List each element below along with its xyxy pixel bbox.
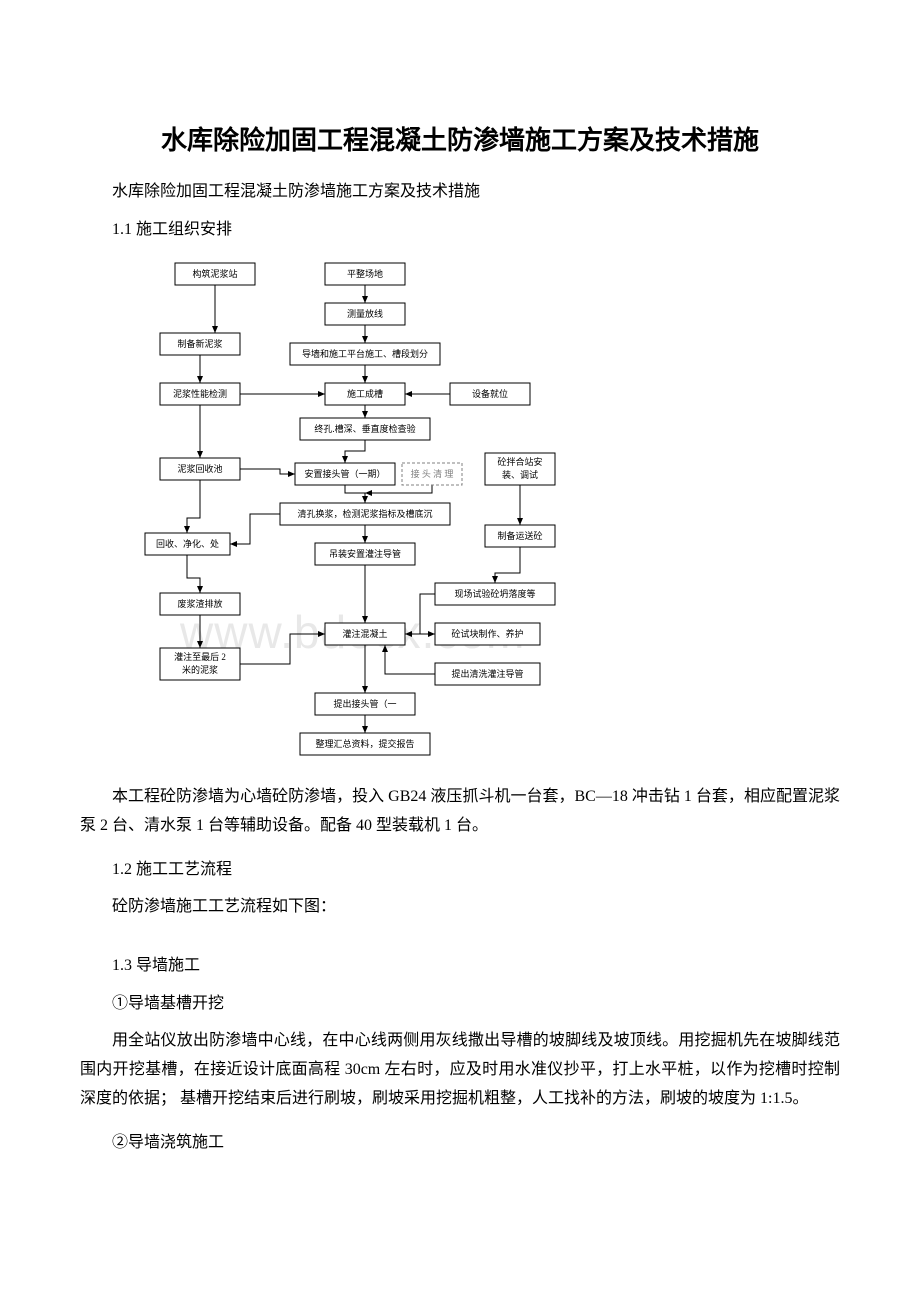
flow-node-label: 米的泥浆 [182, 664, 218, 675]
flow-edge [345, 440, 365, 463]
flow-node-label: 灌注混凝土 [342, 628, 387, 639]
flow-edge [187, 480, 200, 533]
flow-node-label: 清孔换浆，检测泥浆指标及槽底沉 [297, 508, 432, 519]
flow-node-label: 提出接头管（一 [333, 698, 396, 709]
flow-node-label: 测量放线 [347, 308, 383, 319]
flow-node-label: 废浆渣排放 [177, 598, 222, 609]
flow-node-label: 施工成槽 [347, 388, 383, 399]
flow-node-label: 平整场地 [347, 268, 383, 279]
flow-edge [365, 485, 432, 493]
flow-node-label: 现场试验砼坍落度等 [454, 588, 535, 599]
section-1-3-1: ①导墙基槽开挖 [80, 989, 840, 1013]
flow-node-label: 吊装安置灌注导管 [329, 548, 401, 559]
flow-node-label: 接 头 清 理 [411, 468, 454, 479]
section-1-1: 1.1 施工组织安排 [80, 215, 840, 239]
section-1-2: 1.2 施工工艺流程 [80, 855, 840, 879]
flow-node-label: 回收、净化、处 [156, 538, 219, 549]
flow-node-label: 装、调试 [502, 469, 538, 480]
flow-edge [187, 555, 200, 593]
section-1-3-2: ②导墙浇筑施工 [80, 1128, 840, 1152]
section-1-3: 1.3 导墙施工 [80, 951, 840, 975]
flow-node-label: 砼拌合站安 [497, 456, 542, 467]
flow-node-label: 泥浆性能检测 [173, 388, 227, 399]
document-subtitle: 水库除险加固工程混凝土防渗墙施工方案及技术措施 [80, 177, 840, 201]
section-1-2-desc: 砼防渗墙施工工艺流程如下图： [80, 893, 840, 922]
paragraph-2: 用全站仪放出防渗墙中心线，在中心线两侧用灰线撒出导槽的坡脚线及坡顶线。用挖掘机先… [80, 1027, 840, 1113]
flow-node-label: 灌注至最后 2 [174, 651, 226, 662]
flow-node-label: 安置接头管（一期） [304, 468, 385, 479]
flow-node-label: 砼试块制作、养护 [451, 628, 523, 639]
flow-node-label: 提出清洗灌注导管 [451, 668, 523, 679]
flowchart-container: www.bdocx.com 构筑泥浆站平整场地测量放线制备新泥浆导墙和施工平台施… [140, 253, 840, 763]
flow-node-label: 泥浆回收池 [177, 463, 222, 474]
flow-node-label: 终孔.槽深、垂直度检查验 [314, 423, 415, 434]
flow-node-label: 制备新泥浆 [177, 338, 222, 349]
flow-node-label: 设备就位 [472, 388, 508, 399]
process-flowchart: www.bdocx.com 构筑泥浆站平整场地测量放线制备新泥浆导墙和施工平台施… [140, 253, 590, 763]
paragraph-1: 本工程砼防渗墙为心墙砼防渗墙，投入 GB24 液压抓斗机一台套，BC—18 冲击… [80, 783, 840, 841]
flow-node-label: 导墙和施工平台施工、槽段划分 [302, 348, 428, 359]
document-title: 水库除险加固工程混凝土防渗墙施工方案及技术措施 [80, 120, 840, 157]
flow-edge [345, 485, 365, 503]
flow-edge [240, 469, 295, 474]
flow-node-label: 整理汇总资料，提交报告 [315, 738, 414, 749]
flow-edge [230, 514, 280, 544]
flow-node-label: 制备运送砼 [497, 530, 542, 541]
flow-node-label: 构筑泥浆站 [192, 268, 237, 279]
flow-edge [495, 547, 520, 583]
